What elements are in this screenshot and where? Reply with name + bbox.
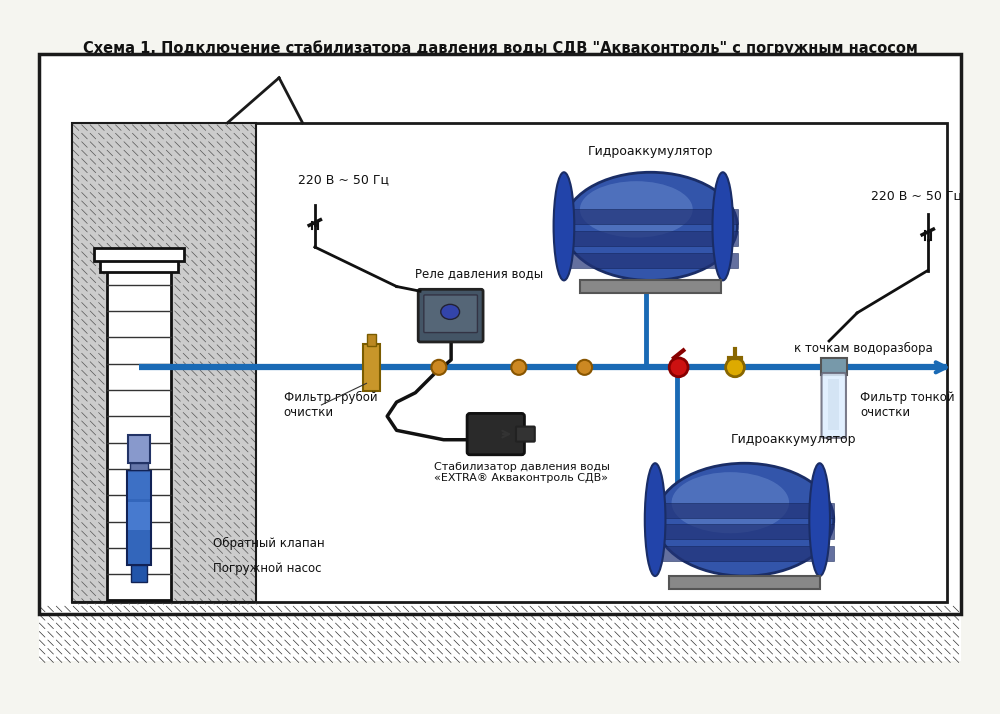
- Text: Фильтр тонкой
очистки: Фильтр тонкой очистки: [860, 391, 955, 419]
- Circle shape: [577, 360, 592, 375]
- Bar: [655, 524, 834, 539]
- Text: Гидроаккумулятор: Гидроаккумулятор: [730, 433, 856, 446]
- Text: 220 В ~ 50 Гц: 220 В ~ 50 Гц: [298, 173, 389, 186]
- Ellipse shape: [672, 472, 789, 533]
- Bar: [669, 576, 820, 589]
- FancyBboxPatch shape: [424, 295, 477, 333]
- Bar: [828, 378, 839, 431]
- Ellipse shape: [712, 172, 733, 281]
- Circle shape: [669, 358, 688, 377]
- Text: Гидроаккумулятор: Гидроаккумулятор: [588, 145, 713, 158]
- Ellipse shape: [580, 181, 693, 238]
- Text: Реле давления воды: Реле давления воды: [415, 267, 544, 280]
- Text: Обратный клапан: Обратный клапан: [213, 537, 325, 550]
- Bar: [128, 435, 150, 463]
- FancyBboxPatch shape: [516, 426, 535, 442]
- Circle shape: [726, 358, 744, 377]
- Bar: [564, 253, 738, 268]
- Text: к точкам водоразбора: к точкам водоразбора: [794, 342, 933, 355]
- Text: Фильтр грубой
очистки: Фильтр грубой очистки: [284, 391, 377, 419]
- Bar: [655, 546, 834, 561]
- Text: Погружной насос: Погружной насос: [213, 562, 322, 575]
- Text: Схема 1. Подключение стабилизатора давления воды СДВ "Акваконтроль" с погружным : Схема 1. Подключение стабилизатора давле…: [83, 40, 917, 56]
- Bar: [580, 280, 721, 293]
- Bar: [363, 344, 380, 391]
- Bar: [128, 471, 150, 499]
- Ellipse shape: [645, 463, 665, 576]
- Bar: [128, 502, 150, 530]
- Bar: [821, 358, 847, 375]
- Bar: [39, 54, 961, 613]
- Ellipse shape: [554, 172, 574, 281]
- Bar: [564, 231, 738, 246]
- Bar: [72, 123, 947, 603]
- Bar: [100, 259, 178, 272]
- Bar: [367, 334, 376, 346]
- Circle shape: [511, 360, 526, 375]
- FancyBboxPatch shape: [418, 289, 483, 342]
- Bar: [564, 209, 738, 224]
- Bar: [72, 123, 256, 603]
- Bar: [94, 248, 184, 261]
- Bar: [655, 503, 834, 518]
- FancyBboxPatch shape: [467, 413, 524, 455]
- Bar: [128, 533, 150, 561]
- Text: 220 В ~ 50 Гц: 220 В ~ 50 Гц: [871, 188, 962, 202]
- Bar: [72, 123, 256, 603]
- Ellipse shape: [441, 304, 460, 319]
- Bar: [107, 271, 171, 600]
- Text: Стабилизатор давления воды
«EXTRA® Акваконтроль СДВ»: Стабилизатор давления воды «EXTRA® Аквак…: [434, 462, 610, 483]
- Bar: [130, 463, 148, 471]
- FancyBboxPatch shape: [822, 373, 846, 438]
- Ellipse shape: [563, 172, 737, 281]
- Circle shape: [431, 360, 446, 375]
- Bar: [39, 54, 961, 647]
- Bar: [131, 565, 147, 582]
- Ellipse shape: [809, 463, 830, 576]
- Bar: [127, 471, 151, 565]
- Bar: [39, 604, 961, 660]
- Ellipse shape: [655, 463, 834, 576]
